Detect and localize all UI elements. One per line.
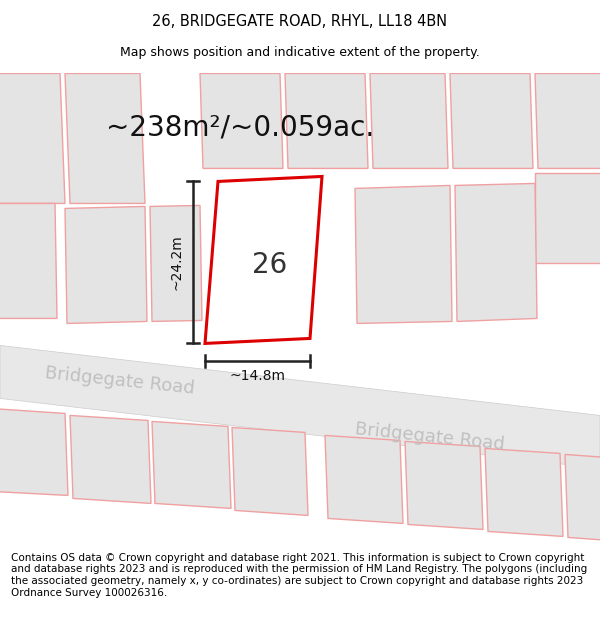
- Polygon shape: [565, 454, 600, 541]
- Text: 26: 26: [253, 251, 287, 279]
- Polygon shape: [205, 176, 322, 344]
- Polygon shape: [355, 186, 452, 324]
- Polygon shape: [0, 346, 600, 469]
- Text: ~24.2m: ~24.2m: [169, 234, 183, 290]
- Text: Map shows position and indicative extent of the property.: Map shows position and indicative extent…: [120, 46, 480, 59]
- Text: ~14.8m: ~14.8m: [229, 369, 286, 383]
- Polygon shape: [450, 73, 533, 168]
- Polygon shape: [70, 416, 151, 503]
- Polygon shape: [0, 204, 57, 318]
- Polygon shape: [370, 73, 448, 168]
- Polygon shape: [0, 409, 68, 496]
- Text: Bridgegate Road: Bridgegate Road: [354, 419, 506, 453]
- Polygon shape: [152, 421, 231, 508]
- Text: Bridgegate Road: Bridgegate Road: [44, 364, 196, 398]
- Polygon shape: [65, 206, 147, 324]
- Polygon shape: [232, 428, 308, 516]
- Text: ~238m²/~0.059ac.: ~238m²/~0.059ac.: [106, 114, 374, 141]
- Polygon shape: [535, 73, 600, 168]
- Text: Contains OS data © Crown copyright and database right 2021. This information is : Contains OS data © Crown copyright and d…: [11, 552, 587, 598]
- Polygon shape: [200, 73, 283, 168]
- Polygon shape: [535, 173, 600, 264]
- Polygon shape: [325, 436, 403, 523]
- Text: 26, BRIDGEGATE ROAD, RHYL, LL18 4BN: 26, BRIDGEGATE ROAD, RHYL, LL18 4BN: [152, 14, 448, 29]
- Polygon shape: [0, 73, 65, 204]
- Polygon shape: [405, 441, 483, 529]
- Polygon shape: [65, 73, 145, 204]
- Polygon shape: [485, 448, 563, 536]
- Polygon shape: [150, 206, 202, 321]
- Polygon shape: [455, 184, 537, 321]
- Polygon shape: [285, 73, 368, 168]
